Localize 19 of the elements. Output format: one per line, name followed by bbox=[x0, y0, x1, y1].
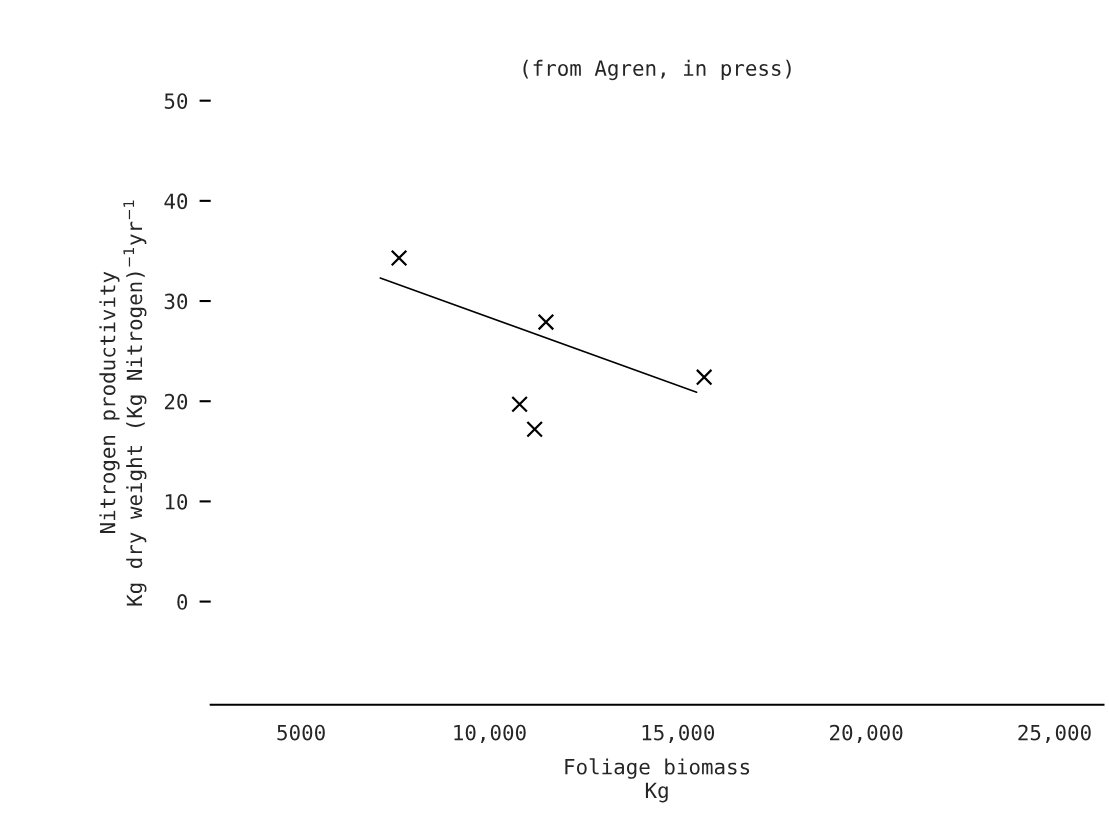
point bbox=[526, 420, 544, 438]
point bbox=[537, 313, 555, 331]
y-tick-label: 50 bbox=[164, 93, 188, 109]
chart-title: (from Agren, in press) bbox=[523, 59, 791, 81]
y-tick-label: 10 bbox=[165, 493, 188, 510]
point bbox=[695, 368, 713, 386]
x-tick-label: 25,000 bbox=[1018, 724, 1091, 744]
y-tick-label: 40 bbox=[164, 193, 188, 210]
y-tick-label: 20 bbox=[164, 393, 188, 410]
point bbox=[511, 395, 528, 413]
x-tick-label: 15,000 bbox=[642, 724, 715, 744]
x-tick-label: 5000 bbox=[277, 724, 325, 741]
x-axis-title: Foliage biomass Kg bbox=[565, 758, 750, 803]
x-tick-label: 10,000 bbox=[454, 724, 526, 744]
x-tick-label: 20,000 bbox=[830, 724, 903, 744]
point bbox=[390, 249, 408, 267]
y-tick-label: 0 bbox=[177, 594, 188, 610]
y-axis-title: Nitrogen productivity Kg dry weight (Kg Nitrogen)$^{−1}$yr$^{−1}$ bbox=[99, 200, 147, 606]
y-tick-label: 30 bbox=[164, 293, 188, 310]
